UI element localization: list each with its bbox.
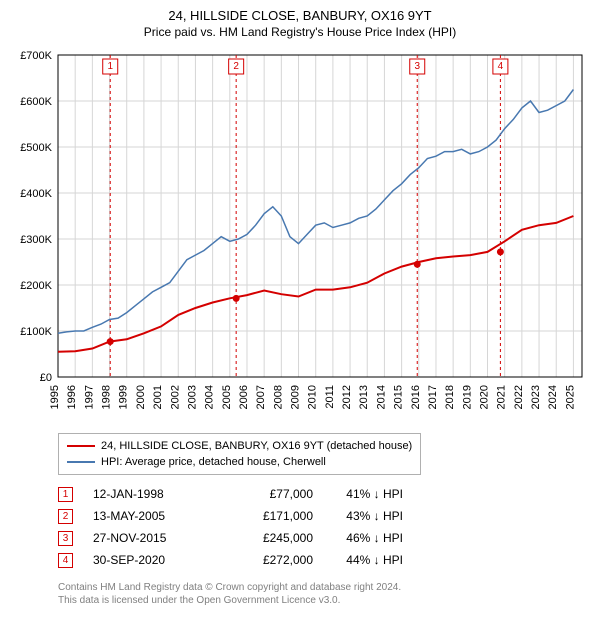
svg-text:2004: 2004 <box>204 385 216 409</box>
svg-text:2008: 2008 <box>272 385 284 409</box>
svg-text:£200K: £200K <box>20 280 52 292</box>
legend-swatch-property <box>67 445 95 447</box>
tx-pct: 46% ↓ HPI <box>313 531 403 545</box>
svg-text:1997: 1997 <box>83 385 95 409</box>
svg-text:£600K: £600K <box>20 96 52 108</box>
svg-text:£400K: £400K <box>20 188 52 200</box>
copyright-line1: Contains HM Land Registry data © Crown c… <box>58 581 592 594</box>
page-title: 24, HILLSIDE CLOSE, BANBURY, OX16 9YT <box>8 8 592 23</box>
transaction-row: 3 27-NOV-2015£245,00046% ↓ HPI <box>58 527 592 549</box>
svg-text:2010: 2010 <box>307 385 319 409</box>
tx-marker: 3 <box>58 531 73 546</box>
svg-text:1995: 1995 <box>49 385 61 409</box>
svg-text:2011: 2011 <box>324 385 336 409</box>
tx-date: 27-NOV-2015 <box>93 531 213 545</box>
chart: £0 £100K £200K £300K £400K £500K £600K £700K 199… <box>8 47 592 427</box>
svg-text:1: 1 <box>107 61 113 72</box>
tx-marker: 1 <box>58 487 73 502</box>
transaction-row: 2 13-MAY-2005£171,00043% ↓ HPI <box>58 505 592 527</box>
svg-text:£500K: £500K <box>20 142 52 154</box>
svg-text:2024: 2024 <box>547 385 559 409</box>
tx-date: 13-MAY-2005 <box>93 509 213 523</box>
svg-text:2002: 2002 <box>169 385 181 409</box>
svg-text:1999: 1999 <box>118 385 130 409</box>
svg-text:2018: 2018 <box>444 385 456 409</box>
tx-pct: 44% ↓ HPI <box>313 553 403 567</box>
legend: 24, HILLSIDE CLOSE, BANBURY, OX16 9YT (d… <box>58 433 421 475</box>
tx-price: £77,000 <box>213 487 313 501</box>
svg-text:2: 2 <box>233 61 239 72</box>
svg-text:2000: 2000 <box>135 385 147 409</box>
tx-marker: 2 <box>58 509 73 524</box>
svg-text:2020: 2020 <box>479 385 491 409</box>
legend-label-property: 24, HILLSIDE CLOSE, BANBURY, OX16 9YT (d… <box>101 438 412 454</box>
svg-text:£0: £0 <box>40 372 52 384</box>
transaction-row: 4 30-SEP-2020£272,00044% ↓ HPI <box>58 549 592 571</box>
svg-text:2025: 2025 <box>564 385 576 409</box>
svg-text:2022: 2022 <box>513 385 525 409</box>
svg-text:2006: 2006 <box>238 385 250 409</box>
tx-pct: 41% ↓ HPI <box>313 487 403 501</box>
svg-text:4: 4 <box>498 61 504 72</box>
tx-date: 30-SEP-2020 <box>93 553 213 567</box>
copyright-line2: This data is licensed under the Open Gov… <box>58 594 592 607</box>
svg-text:2017: 2017 <box>427 385 439 409</box>
svg-text:2014: 2014 <box>375 385 387 409</box>
svg-text:2012: 2012 <box>341 385 353 409</box>
tx-price: £171,000 <box>213 509 313 523</box>
legend-row-property: 24, HILLSIDE CLOSE, BANBURY, OX16 9YT (d… <box>67 438 412 454</box>
svg-text:£100K: £100K <box>20 326 52 338</box>
tx-price: £245,000 <box>213 531 313 545</box>
svg-text:2003: 2003 <box>186 385 198 409</box>
svg-text:2009: 2009 <box>290 385 302 409</box>
svg-text:2023: 2023 <box>530 385 542 409</box>
legend-swatch-hpi <box>67 461 95 463</box>
legend-label-hpi: HPI: Average price, detached house, Cher… <box>101 454 326 470</box>
svg-text:2015: 2015 <box>393 385 405 409</box>
tx-date: 12-JAN-1998 <box>93 487 213 501</box>
svg-text:2007: 2007 <box>255 385 267 409</box>
svg-text:2013: 2013 <box>358 385 370 409</box>
svg-text:2016: 2016 <box>410 385 422 409</box>
svg-text:2001: 2001 <box>152 385 164 409</box>
svg-text:2005: 2005 <box>221 385 233 409</box>
svg-text:£700K: £700K <box>20 50 52 62</box>
chart-svg: £0 £100K £200K £300K £400K £500K £600K £700K 199… <box>8 47 592 427</box>
transaction-row: 1 12-JAN-1998£77,00041% ↓ HPI <box>58 483 592 505</box>
svg-text:2019: 2019 <box>461 385 473 409</box>
svg-text:3: 3 <box>414 61 420 72</box>
legend-row-hpi: HPI: Average price, detached house, Cher… <box>67 454 412 470</box>
svg-text:1998: 1998 <box>101 385 113 409</box>
tx-price: £272,000 <box>213 553 313 567</box>
svg-text:1996: 1996 <box>66 385 78 409</box>
copyright: Contains HM Land Registry data © Crown c… <box>58 581 592 607</box>
svg-text:2021: 2021 <box>496 385 508 409</box>
tx-marker: 4 <box>58 553 73 568</box>
transaction-table: 1 12-JAN-1998£77,00041% ↓ HPI 2 13-MAY-2005… <box>58 483 592 571</box>
tx-pct: 43% ↓ HPI <box>313 509 403 523</box>
page-subtitle: Price paid vs. HM Land Registry's House … <box>8 25 592 39</box>
svg-text:£300K: £300K <box>20 234 52 246</box>
